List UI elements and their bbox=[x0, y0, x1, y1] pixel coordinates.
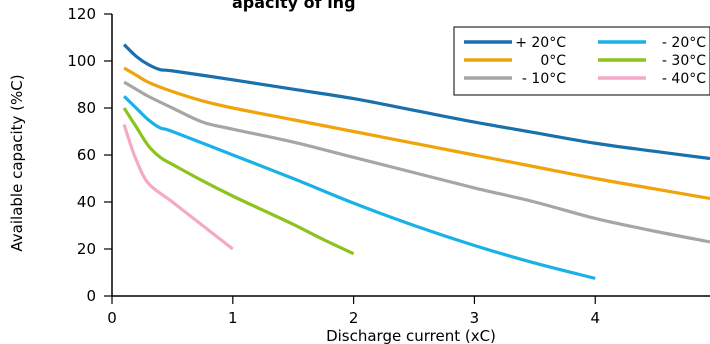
y-tick-label: 100 bbox=[67, 52, 96, 70]
series-line-3 bbox=[122, 95, 596, 280]
x-tick-label: 4 bbox=[590, 309, 600, 327]
legend-label-3: - 20°C bbox=[662, 35, 706, 51]
y-tick-label: 60 bbox=[77, 146, 96, 164]
legend-label-4: - 30°C bbox=[662, 53, 706, 69]
series-line-0 bbox=[122, 43, 710, 161]
series-line-1 bbox=[123, 66, 710, 201]
series-line-2 bbox=[123, 80, 710, 244]
x-tick-label: 3 bbox=[470, 309, 480, 327]
chart-title-fragment: apacity of ing bbox=[232, 0, 356, 12]
y-tick-label: 20 bbox=[77, 240, 96, 258]
y-axis-title: Available capacity (%C) bbox=[8, 74, 26, 251]
x-axis-title: Discharge current (xC) bbox=[326, 327, 496, 344]
x-tick-label: 1 bbox=[228, 309, 238, 327]
series-line-4 bbox=[122, 107, 355, 256]
legend-box bbox=[453, 26, 710, 96]
legend-label-5: - 40°C bbox=[662, 71, 706, 87]
x-tick-label: 2 bbox=[349, 309, 359, 327]
y-tick-label: 0 bbox=[86, 287, 96, 305]
x-tick-label: 0 bbox=[107, 309, 117, 327]
y-tick-label: 40 bbox=[77, 193, 96, 211]
legend-label-1: 0°C bbox=[540, 53, 566, 69]
legend-label-0: + 20°C bbox=[515, 35, 566, 51]
y-tick-label: 80 bbox=[77, 99, 96, 117]
legend-label-2: - 10°C bbox=[522, 71, 566, 87]
series-line-5 bbox=[122, 123, 234, 251]
y-tick-label: 120 bbox=[67, 5, 96, 23]
